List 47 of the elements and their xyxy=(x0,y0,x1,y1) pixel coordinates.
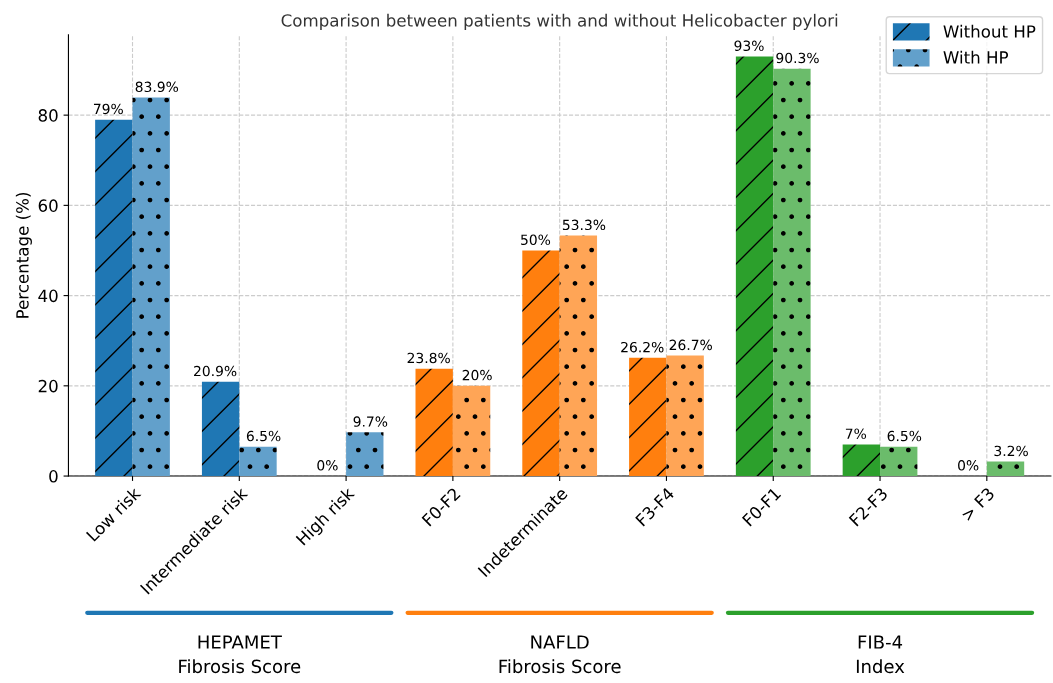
data-label: 20.9% xyxy=(194,365,237,377)
bar xyxy=(629,357,667,477)
bar xyxy=(880,446,918,477)
data-label: 83.9% xyxy=(135,81,179,93)
y-tick-label: 60 xyxy=(38,199,58,212)
bar xyxy=(346,432,384,477)
y-axis-title: Percentage (%) xyxy=(15,192,32,318)
bar xyxy=(666,355,704,477)
data-label: 6.5% xyxy=(246,430,281,442)
y-tick-label: 20 xyxy=(38,379,58,393)
legend-label: With HP xyxy=(943,50,1009,64)
data-label: 90.3% xyxy=(776,52,819,64)
bar xyxy=(773,68,811,477)
bar xyxy=(239,446,277,477)
bar xyxy=(201,381,240,477)
data-label: 0% xyxy=(317,460,338,471)
data-label: 9.7% xyxy=(353,416,388,427)
data-label: 50% xyxy=(521,234,551,246)
bar xyxy=(522,250,560,477)
data-label: 26.7% xyxy=(669,339,712,351)
data-label: 7% xyxy=(845,428,867,439)
bar xyxy=(559,235,598,477)
y-tick-label: 40 xyxy=(38,289,58,303)
y-tick-label: 0 xyxy=(49,470,58,483)
data-label: 20% xyxy=(462,369,492,381)
data-label: 23.8% xyxy=(407,352,450,364)
text: HEPAMET Fibrosis Score xyxy=(179,635,301,674)
legend-label: Without HP xyxy=(943,24,1036,38)
data-label: 3.2% xyxy=(994,445,1028,457)
data-label: 53.3% xyxy=(562,219,606,231)
text: FIB-4 Index xyxy=(856,635,905,674)
bar xyxy=(986,461,1025,477)
data-label: 79% xyxy=(93,103,123,115)
bar xyxy=(452,385,491,477)
data-label: 6.5% xyxy=(887,430,922,442)
data-label: 26.2% xyxy=(621,341,664,353)
y-tick-label: 80 xyxy=(38,109,58,122)
bar xyxy=(735,56,774,477)
data-label: 0% xyxy=(958,460,979,471)
text: NAFLD Fibrosis Score xyxy=(499,635,621,674)
bar xyxy=(95,119,133,477)
chart-title: Comparison between patients with and without Helicobacter pylori xyxy=(281,13,838,30)
bar xyxy=(132,97,170,477)
data-label: 93% xyxy=(734,40,764,52)
bar xyxy=(415,368,453,477)
bar xyxy=(842,444,881,477)
x-tick-label: > F3 xyxy=(960,486,995,522)
